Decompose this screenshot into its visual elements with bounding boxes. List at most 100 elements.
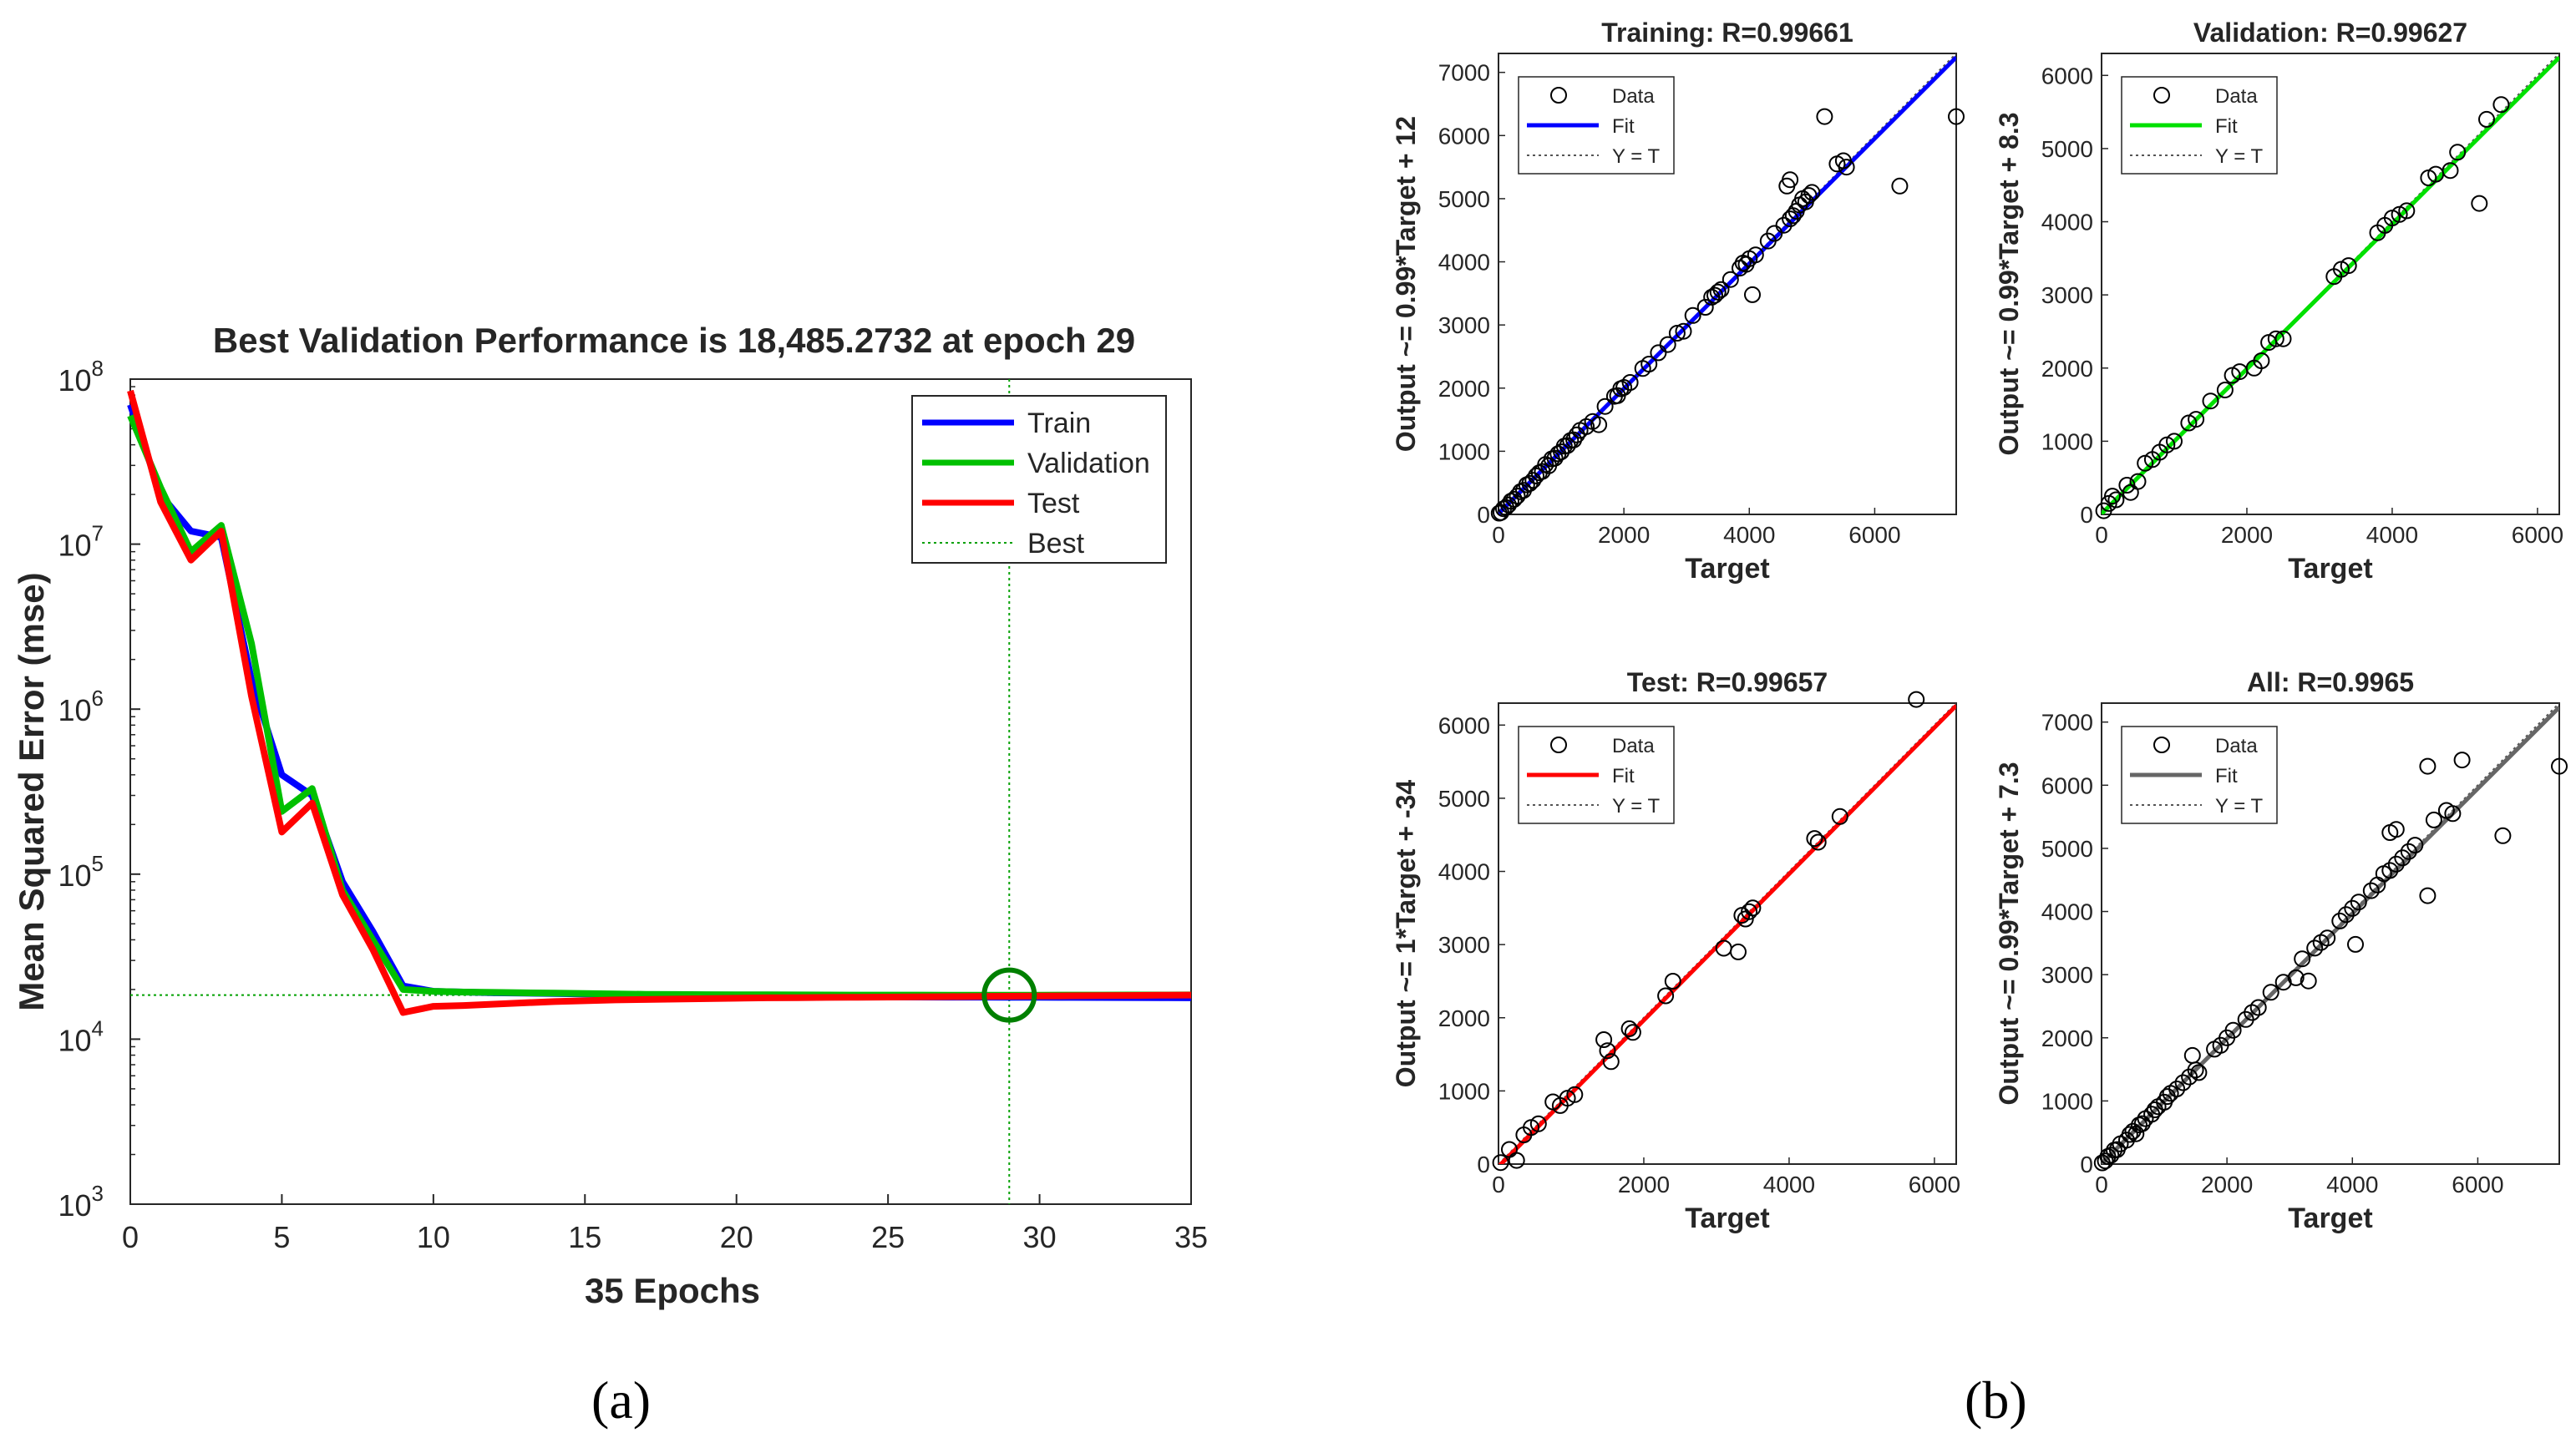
reg-training-data-point — [1709, 283, 1727, 301]
reg-training-y-tick-label: 2000 — [1438, 376, 1490, 402]
reg-test-data-point — [1809, 833, 1827, 851]
reg-validation-data-point — [2274, 330, 2292, 347]
reg-training-data-point — [1744, 286, 1761, 303]
reg-training-data-point — [1766, 225, 1783, 242]
reg-all-x-tick-label: 6000 — [2452, 1172, 2503, 1197]
reg-test-data-point — [1806, 830, 1823, 848]
perf-y-label: Mean Squared Error (mse) — [12, 572, 51, 1010]
reg-training-x-label: Target — [1685, 553, 1769, 585]
reg-test-y-tick-label: 4000 — [1438, 859, 1490, 885]
reg-training-data-point — [1803, 184, 1821, 201]
reg-training-x-tick-label: 6000 — [1848, 522, 1900, 548]
reg-all-y-tick-label: 3000 — [2041, 962, 2093, 988]
reg-test-title: Test: R=0.99657 — [1627, 667, 1828, 697]
reg-all-data-point — [2350, 894, 2367, 911]
reg-training-data-point — [1948, 108, 1965, 125]
reg-all-legend-label-0: Data — [2215, 735, 2258, 757]
reg-validation-x-label: Target — [2288, 553, 2372, 585]
reg-all-data-point — [2344, 899, 2361, 917]
reg-training-data-point — [1659, 336, 1676, 353]
reg-training-data-point — [1712, 281, 1730, 298]
reg-training-y-tick-label: 1000 — [1438, 438, 1490, 464]
series-line-test — [127, 389, 1192, 1016]
reg-training-data-point — [1684, 306, 1701, 324]
reg-validation-data-point — [2166, 433, 2183, 450]
reg-validation-legend-label-1: Fit — [2215, 115, 2238, 138]
reg-training-legend-label-2: Y = T — [1612, 145, 1660, 168]
reg-validation-data-point — [2398, 202, 2416, 220]
reg-validation-data-point — [2449, 144, 2467, 161]
reg-validation-data-point — [2188, 411, 2205, 428]
reg-test-data-point — [1599, 1042, 1616, 1060]
reg-validation-fit-line — [2102, 56, 2559, 514]
reg-training-x-tick-label: 2000 — [1598, 522, 1650, 548]
reg-training-data-point — [1891, 177, 1909, 195]
reg-training-data-point — [1782, 171, 1799, 189]
legend-label-test: Test — [1027, 488, 1080, 519]
reg-all-data-point — [2331, 912, 2349, 929]
reg-test-data-point — [1657, 987, 1675, 1005]
reg-training-y-tick-label: 0 — [1477, 502, 1490, 528]
reg-all-chart: 0 2000 4000 6000 0 1000 2000 3000 4000 5000 6000 70… — [1994, 667, 2568, 1234]
reg-validation-chart: 0 2000 4000 6000 0 1000 2000 3000 4000 5000 6000 Va… — [1994, 18, 2563, 585]
reg-test-x-label: Target — [1685, 1202, 1769, 1234]
reg-validation-data-point — [2478, 110, 2495, 128]
reg-all-x-tick-label: 2000 — [2201, 1172, 2253, 1197]
reg-all-x-tick-label: 4000 — [2326, 1172, 2378, 1197]
reg-training-legend-swatch-data — [1550, 87, 1567, 104]
reg-test-data-point — [1529, 1115, 1547, 1132]
reg-test-y-tick-label: 5000 — [1438, 786, 1490, 812]
reg-test-data-point — [1624, 1024, 1641, 1041]
reg-validation-legend-label-2: Y = T — [2215, 145, 2263, 168]
reg-validation-y-tick-label: 0 — [2080, 502, 2093, 528]
reg-all-data-point — [2174, 1074, 2192, 1091]
reg-test-x-tick-label: 6000 — [1909, 1172, 1960, 1197]
perf-x-tick-label: 20 — [720, 1220, 753, 1254]
perf-x-tick-label: 10 — [417, 1220, 450, 1254]
reg-test-data-point — [1831, 808, 1848, 825]
perf-x-tick-label: 35 — [1174, 1220, 1208, 1254]
reg-training-x-tick-label: 0 — [1492, 522, 1505, 548]
reg-validation-y-tick-label: 2000 — [2041, 356, 2093, 382]
reg-all-data-point — [2287, 969, 2305, 986]
reg-validation-data-point — [2471, 195, 2488, 212]
reg-training-data-point — [1668, 325, 1686, 342]
reg-all-data-point — [2249, 999, 2267, 1016]
reg-training-y-tick-label: 5000 — [1438, 186, 1490, 212]
reg-all-data-point — [2121, 1126, 2138, 1143]
reg-all-data-point — [2419, 887, 2437, 904]
perf-y-tick-label: 106 — [58, 686, 104, 727]
reg-test-fit-line — [1498, 704, 1956, 1164]
reg-test-y-tick-label: 0 — [1477, 1152, 1490, 1177]
reg-test-legend-swatch-data — [1550, 737, 1567, 753]
legend-label-train: Train — [1027, 408, 1091, 439]
reg-validation-title: Validation: R=0.99627 — [2193, 18, 2467, 48]
reg-validation-y-tick-label: 6000 — [2041, 63, 2093, 89]
reg-all-data-point — [2337, 906, 2355, 924]
reg-test-data-point — [1730, 943, 1747, 960]
reg-all-data-point — [2294, 950, 2311, 968]
reg-all-x-tick-label: 0 — [2095, 1172, 2108, 1197]
reg-all-y-tick-label: 2000 — [2041, 1025, 2093, 1051]
reg-validation-y-tick-label: 3000 — [2041, 282, 2093, 308]
performance-chart: 0 5 10 15 20 25 30 35 103 104 105 106 107 108 Best Val… — [12, 321, 1208, 1310]
reg-all-data-point — [2444, 805, 2462, 823]
reg-training-data-point — [1775, 216, 1793, 234]
reg-training-data-point — [1800, 187, 1818, 205]
reg-training-legend-label-0: Data — [1612, 85, 1655, 108]
legend-label-best: Best — [1027, 528, 1085, 559]
reg-training-chart: 0 2000 4000 6000 0 1000 2000 3000 4000 5000 6000 70… — [1391, 18, 1965, 585]
reg-all-data-point — [2387, 821, 2405, 838]
reg-training-data-point — [1596, 397, 1614, 415]
reg-all-data-point — [2381, 862, 2399, 879]
reg-all-data-point — [2300, 972, 2317, 990]
reg-validation-y-tick-label: 5000 — [2041, 136, 2093, 162]
reg-validation-y-tick-label: 4000 — [2041, 210, 2093, 235]
reg-all-data-point — [2224, 1021, 2242, 1039]
reg-validation-data-point — [2340, 257, 2357, 275]
reg-training-data-point — [1500, 496, 1517, 514]
reg-all-y-tick-label: 0 — [2080, 1152, 2093, 1177]
reg-training-data-point — [1650, 344, 1667, 362]
reg-validation-x-tick-label: 6000 — [2512, 522, 2563, 548]
